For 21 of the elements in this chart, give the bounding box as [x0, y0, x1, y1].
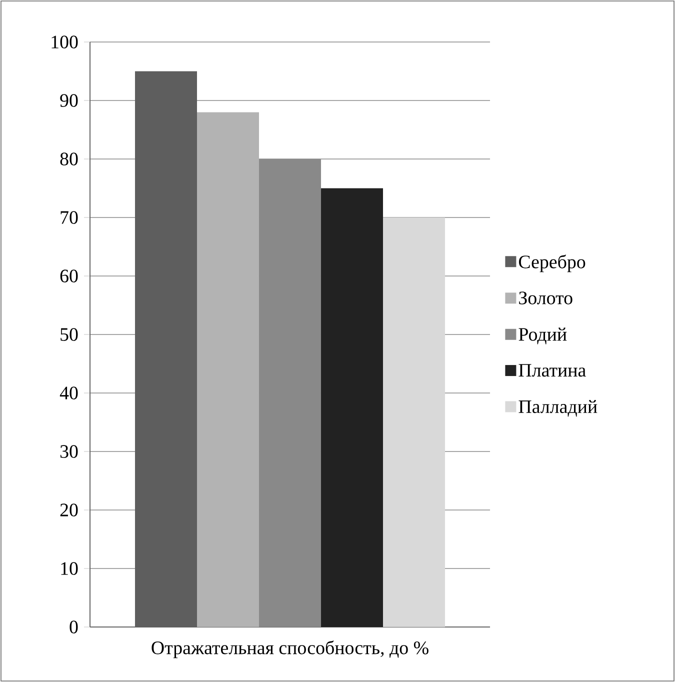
y-tick-label: 60 [60, 270, 78, 282]
legend-label: Золото [519, 292, 572, 304]
x-tick-label: Отражательная способность, до % [152, 640, 428, 658]
legend-label: Палладий [518, 400, 598, 417]
y-tick-label: 10 [61, 562, 78, 575]
bar [197, 112, 260, 627]
bar [259, 158, 322, 627]
legend-label: Платина [518, 364, 586, 377]
y-tick-label: 0 [70, 620, 78, 634]
y-tick-label: 80 [60, 152, 78, 166]
y-tick-label: 100 [52, 36, 78, 48]
y-tick-label: 90 [60, 94, 78, 107]
y-tick-label: 50 [60, 328, 78, 341]
legend-label: Родий [518, 328, 567, 344]
y-tick-label: 70 [60, 211, 78, 224]
y-tick-label: 40 [60, 386, 78, 400]
bar [321, 188, 384, 627]
y-tick-label: 30 [60, 445, 78, 458]
bar [383, 217, 446, 627]
legend-label: Серебро [518, 254, 586, 272]
y-tick-label: 20 [60, 504, 78, 516]
